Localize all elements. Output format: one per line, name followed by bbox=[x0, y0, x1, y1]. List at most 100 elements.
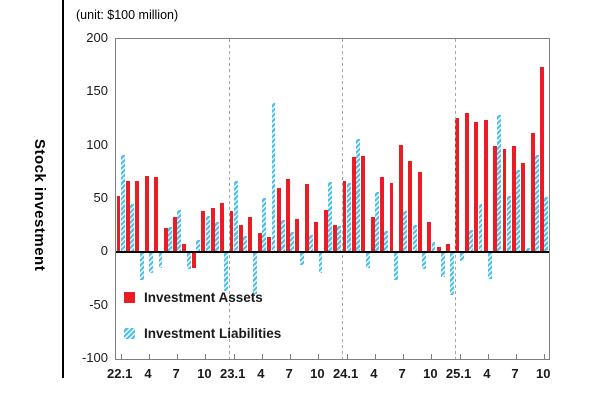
x-tick-label: 4 bbox=[370, 366, 378, 381]
x-tick-label: 4 bbox=[257, 366, 265, 381]
bar-assets-25.9 bbox=[530, 132, 535, 253]
bar-liabilities-22.7 bbox=[177, 209, 182, 253]
bar-liabilities-24.5 bbox=[384, 231, 389, 253]
bar-liabilities-25.5 bbox=[497, 114, 502, 253]
bar-liabilities-23.5 bbox=[271, 103, 276, 253]
bar-liabilities-23.10 bbox=[318, 252, 323, 273]
bar-assets-22.9 bbox=[191, 252, 196, 269]
bar-assets-25.4 bbox=[483, 120, 488, 253]
bar-assets-23.3 bbox=[248, 217, 253, 253]
x-tick-mark bbox=[318, 354, 320, 359]
y-tick-label: -50 bbox=[89, 296, 108, 312]
bar-assets-23.9 bbox=[304, 184, 309, 253]
bar-liabilities-22.9 bbox=[196, 239, 201, 253]
bar-assets-23.11 bbox=[323, 209, 328, 253]
x-tick-mark bbox=[403, 354, 405, 359]
bar-assets-23.8 bbox=[295, 219, 300, 253]
x-tick-label: 25.1 bbox=[445, 366, 472, 381]
bar-liabilities-24.9 bbox=[422, 252, 426, 270]
x-tick-mark bbox=[374, 354, 376, 359]
bar-liabilities-23.9 bbox=[309, 235, 314, 253]
legend-label-assets: Investment Assets bbox=[144, 290, 263, 305]
legend-item-liabilities: Investment Liabilities bbox=[124, 326, 281, 341]
liabilities-swatch-icon bbox=[124, 328, 135, 339]
bar-assets-24.3 bbox=[361, 156, 366, 253]
x-tick-mark bbox=[290, 354, 292, 359]
bar-assets-24.12 bbox=[446, 243, 450, 253]
bar-assets-25.1 bbox=[455, 117, 460, 253]
x-tick-mark bbox=[205, 354, 207, 359]
bar-liabilities-24.3 bbox=[365, 252, 370, 269]
bar-assets-25.7 bbox=[511, 145, 516, 253]
year-gridline bbox=[341, 39, 343, 359]
x-tick-mark bbox=[431, 354, 433, 359]
x-tick-mark bbox=[261, 354, 263, 359]
bar-liabilities-24.7 bbox=[403, 210, 408, 253]
bar-liabilities-24.1 bbox=[346, 183, 351, 253]
x-tick-mark bbox=[346, 354, 348, 359]
bar-assets-22.8 bbox=[182, 243, 187, 253]
bar-assets-23.7 bbox=[286, 178, 290, 253]
plot-area bbox=[115, 38, 550, 360]
bar-liabilities-22.3 bbox=[139, 252, 144, 281]
bar-assets-24.11 bbox=[436, 247, 441, 253]
x-tick-label: 22.1 bbox=[107, 366, 133, 381]
bar-assets-22.11 bbox=[210, 207, 215, 253]
zero-axis-line bbox=[116, 251, 549, 254]
bar-liabilities-25.6 bbox=[506, 195, 511, 253]
x-tick-label: 10 bbox=[536, 366, 551, 381]
bar-liabilities-23.2 bbox=[243, 236, 248, 253]
bar-liabilities-24.4 bbox=[375, 191, 379, 253]
x-tick-label: 7 bbox=[285, 366, 293, 381]
bar-liabilities-22.8 bbox=[186, 252, 191, 270]
bar-liabilities-22.10 bbox=[205, 216, 210, 253]
x-tick-mark bbox=[544, 354, 546, 359]
y-axis-title: Stock investment bbox=[31, 138, 48, 272]
bar-liabilities-24.2 bbox=[356, 139, 361, 253]
bar-assets-23.12 bbox=[333, 224, 337, 253]
bar-assets-22.4 bbox=[144, 175, 149, 253]
bar-liabilities-25.7 bbox=[516, 170, 521, 253]
bar-assets-25.10 bbox=[540, 66, 545, 253]
x-tick-mark bbox=[233, 354, 235, 359]
bar-assets-22.2 bbox=[126, 180, 130, 253]
bar-assets-24.7 bbox=[398, 144, 403, 253]
bar-liabilities-22.12 bbox=[224, 252, 229, 291]
bar-liabilities-25.4 bbox=[488, 252, 492, 279]
bar-liabilities-24.11 bbox=[440, 252, 445, 277]
bar-assets-23.2 bbox=[238, 224, 243, 253]
bar-liabilities-23.11 bbox=[327, 181, 332, 253]
bar-assets-23.10 bbox=[314, 222, 319, 253]
bar-liabilities-22.2 bbox=[130, 204, 135, 253]
bar-liabilities-25.3 bbox=[478, 204, 483, 253]
x-tick-mark bbox=[177, 354, 179, 359]
bar-liabilities-24.6 bbox=[393, 252, 398, 281]
bar-assets-25.8 bbox=[521, 162, 526, 253]
bar-assets-22.7 bbox=[173, 217, 177, 253]
bar-assets-23.1 bbox=[229, 210, 234, 253]
bar-assets-24.8 bbox=[408, 160, 413, 253]
y-tick-label: 0 bbox=[100, 243, 108, 259]
x-tick-label: 4 bbox=[144, 366, 152, 381]
bar-liabilities-23.6 bbox=[280, 220, 285, 253]
bar-liabilities-23.8 bbox=[299, 252, 304, 266]
bar-liabilities-23.4 bbox=[262, 197, 266, 253]
legend-label-liabilities: Investment Liabilities bbox=[144, 326, 282, 341]
x-tick-mark bbox=[120, 354, 122, 359]
bar-assets-22.3 bbox=[135, 180, 140, 253]
x-tick-mark bbox=[487, 354, 489, 359]
bar-liabilities-22.1 bbox=[120, 155, 125, 253]
bar-liabilities-22.5 bbox=[158, 252, 163, 269]
y-tick-label: 50 bbox=[93, 190, 108, 205]
bar-assets-22.5 bbox=[154, 176, 159, 253]
bar-liabilities-23.12 bbox=[337, 225, 342, 253]
bar-liabilities-25.9 bbox=[535, 155, 539, 253]
bar-assets-23.5 bbox=[267, 237, 272, 253]
bar-liabilities-25.1 bbox=[459, 252, 464, 261]
bar-assets-22.6 bbox=[163, 227, 168, 253]
bar-assets-24.10 bbox=[427, 222, 432, 253]
bar-liabilities-24.8 bbox=[412, 224, 417, 253]
x-tick-label: 10 bbox=[197, 366, 212, 381]
bar-liabilities-23.7 bbox=[290, 232, 295, 253]
